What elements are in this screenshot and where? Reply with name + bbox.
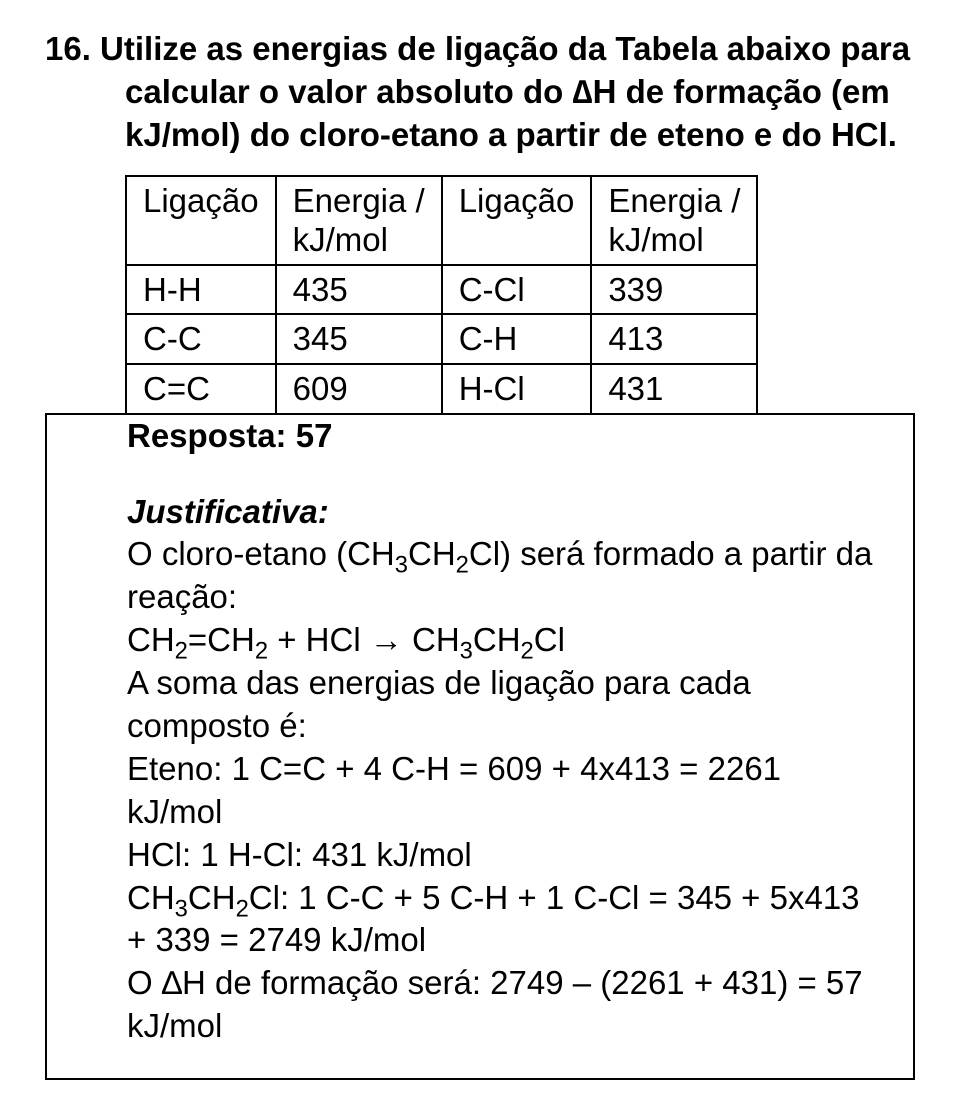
table-header-row: Ligação Energia /kJ/mol Ligação Energia … [126, 176, 757, 265]
question-number: 16. [45, 30, 91, 67]
th-energia-2: Energia /kJ/mol [591, 176, 757, 265]
justification-body: O cloro-etano (CH3CH2Cl) será formado a … [127, 533, 878, 1048]
table-row: C=C 609 H-Cl 431 [126, 364, 757, 414]
stem-line-1: Utilize as energias de ligação da Tabela… [100, 30, 910, 67]
bond-energy-table: Ligação Energia /kJ/mol Ligação Energia … [125, 175, 758, 415]
stem-line-2: calcular o valor absoluto do ∆H de forma… [125, 73, 890, 110]
table-row: H-H 435 C-Cl 339 [126, 265, 757, 315]
justification-heading: Justificativa: [127, 491, 878, 534]
th-energia-1: Energia /kJ/mol [276, 176, 442, 265]
th-ligacao-1: Ligação [126, 176, 276, 265]
document-root: 16. Utilize as energias de ligação da Ta… [45, 28, 915, 1080]
th-ligacao-2: Ligação [442, 176, 592, 265]
table-row: C-C 345 C-H 413 [126, 314, 757, 364]
answer-line: Resposta: 57 [127, 415, 878, 458]
stem-line-3: kJ/mol) do cloro-etano a partir de eteno… [125, 116, 897, 153]
question-stem: 16. Utilize as energias de ligação da Ta… [45, 28, 915, 157]
answer-box: Resposta: 57 Justificativa: O cloro-etan… [45, 413, 915, 1080]
